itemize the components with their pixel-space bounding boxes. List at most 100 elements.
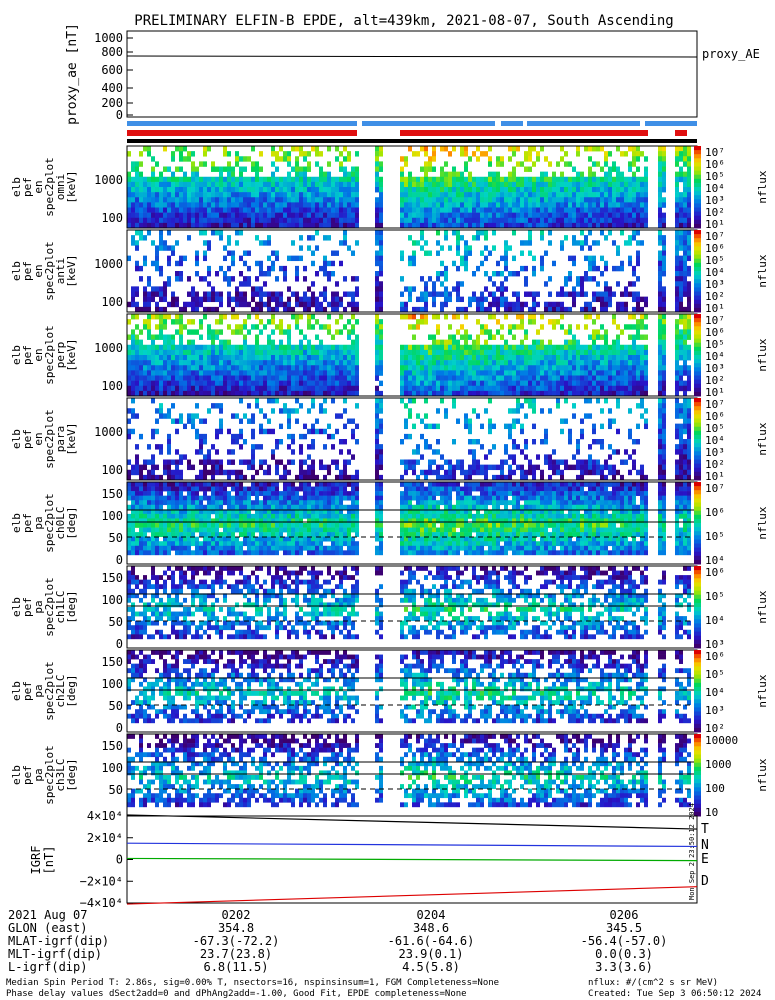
spectro-cell [416, 390, 420, 397]
spectro-cell [544, 370, 548, 376]
spectro-cell [211, 166, 215, 172]
spectro-cell [375, 423, 379, 430]
spectro-cell [227, 474, 231, 481]
spectro-cell [604, 181, 608, 188]
spectro-cell [227, 380, 231, 387]
spectro-cell [675, 390, 679, 397]
spectro-cell [215, 365, 219, 371]
spectro-cell [323, 296, 327, 303]
spectro-cell [556, 291, 560, 297]
spectro-cell [243, 324, 247, 330]
spectro-cell [275, 151, 279, 157]
spectro-cell [203, 433, 207, 440]
spectro-cell [683, 385, 687, 392]
spectro-cell [319, 187, 323, 193]
spectro-cell [375, 355, 379, 361]
spectro-cell [420, 212, 424, 219]
spectro-cell [604, 464, 608, 471]
spectro-cell [600, 349, 604, 356]
spectro-cell [584, 459, 588, 465]
spectro-cell [679, 403, 683, 409]
spectro-cell [247, 212, 251, 219]
spectro-cell [331, 301, 335, 308]
spectro-cell [612, 212, 616, 219]
spectro-cell [323, 271, 327, 277]
spectro-cell [592, 202, 596, 208]
spectro-cell [524, 217, 528, 224]
spectro-cell [375, 319, 379, 325]
spectro-cell [687, 349, 691, 356]
spectro-cell [339, 301, 343, 308]
spectro-cell [408, 207, 412, 213]
spectro-cell [460, 334, 464, 340]
spectro-cell [235, 370, 239, 376]
spectro-cell [379, 329, 383, 335]
panel-ylabel-line: para [54, 426, 67, 453]
spectro-cell [616, 370, 620, 376]
spectro-cell [552, 207, 556, 213]
spectro-cell [263, 375, 267, 381]
spectro-cell [323, 306, 327, 313]
spectro-cell [227, 344, 231, 351]
spectro-cell [307, 355, 311, 361]
spectro-cell [191, 202, 195, 208]
spectro-cell [687, 171, 691, 178]
spectro-cell [520, 339, 524, 346]
spectro-cell [644, 385, 648, 392]
spectro-cell [207, 291, 211, 297]
spectro-cell [644, 192, 648, 198]
spectro-cell [424, 474, 428, 481]
spectro-cell [131, 235, 135, 241]
colorbar-cell [694, 406, 701, 411]
spectro-cell [131, 532, 135, 537]
spectro-cell [528, 380, 532, 387]
spectro-cell [687, 240, 691, 246]
spectro-cell [679, 192, 683, 198]
spectro-cell [448, 222, 452, 229]
spectro-cell [658, 212, 662, 219]
spectro-cell [440, 390, 444, 397]
spectro-cell [632, 181, 636, 188]
colorbar-cell [694, 387, 701, 393]
spectro-cell [460, 217, 464, 224]
spectro-cell [428, 176, 432, 183]
spectro-cell [536, 212, 540, 219]
spectro-cell [171, 355, 175, 361]
spectro-cell [488, 349, 492, 356]
spectro-cell [159, 171, 163, 178]
spectro-cell [195, 296, 199, 303]
spectro-cell [135, 344, 139, 351]
spectro-cell [683, 187, 687, 193]
spectro-cell [259, 296, 263, 303]
spectro-cell [492, 365, 496, 371]
spectro-cell [211, 217, 215, 224]
spectro-cell [600, 192, 604, 198]
spectro-cell [311, 344, 315, 351]
spectro-cell [675, 433, 679, 440]
spectro-cell [460, 375, 464, 381]
spectro-cell [275, 459, 279, 465]
spectro-cell [327, 375, 331, 381]
spectro-cell [335, 181, 339, 188]
spectro-cell [428, 222, 432, 229]
spectro-cell [683, 413, 687, 419]
spectro-cell [444, 301, 448, 308]
spectro-cell [275, 306, 279, 313]
spectro-cell [580, 212, 584, 219]
spectro-cell [163, 181, 167, 188]
spectro-cell [524, 176, 528, 183]
spectro-cell [267, 212, 271, 219]
spectro-cell [416, 319, 420, 325]
spectro-cell [259, 355, 263, 361]
spectro-cell [303, 355, 307, 361]
spectro-cell [508, 360, 512, 366]
spectro-cell [452, 212, 456, 219]
spectro-cell [472, 181, 476, 188]
colorbar-cell [694, 418, 701, 424]
spectro-cell [295, 370, 299, 376]
spectro-cell [404, 380, 408, 387]
spectro-cell [536, 360, 540, 366]
spectro-cell [239, 296, 243, 303]
spectro-cell [452, 469, 456, 476]
spectro-cell [608, 296, 612, 303]
